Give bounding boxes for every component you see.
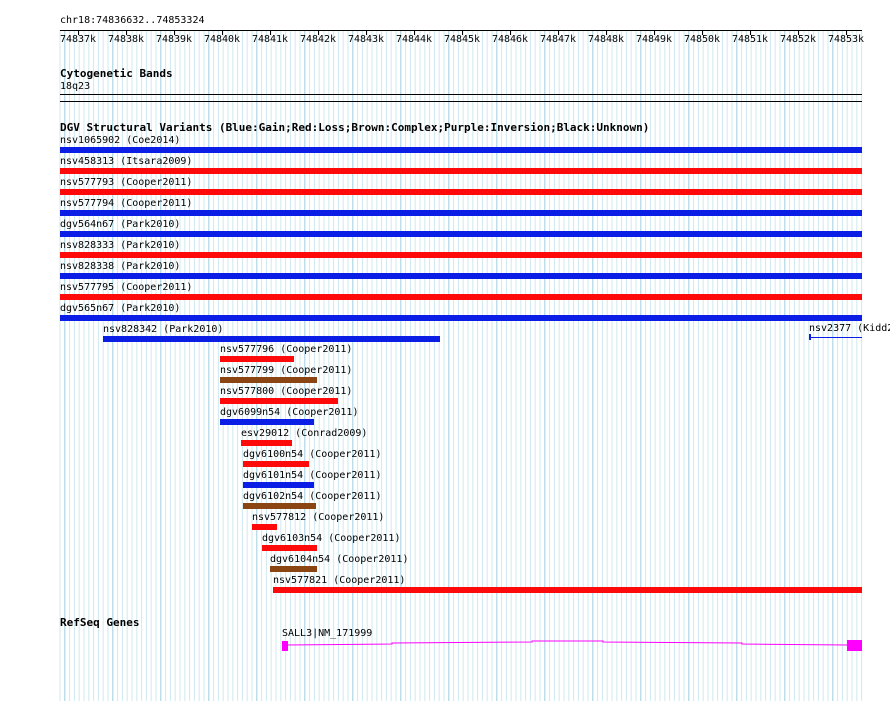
cytoband-line-top bbox=[60, 94, 862, 95]
ruler-tick bbox=[702, 30, 703, 35]
ruler-tick-label: 74843k bbox=[347, 34, 385, 45]
variant-label[interactable]: dgv565n67 (Park2010) bbox=[60, 303, 181, 314]
variant-label[interactable]: dgv564n67 (Park2010) bbox=[60, 219, 181, 230]
variant-label[interactable]: nsv577795 (Cooper2011) bbox=[60, 282, 193, 293]
variant-bar[interactable] bbox=[273, 587, 862, 593]
ruler-tick bbox=[414, 30, 415, 35]
variant-bar[interactable] bbox=[220, 398, 338, 404]
ruler-tick-label: 74851k bbox=[731, 34, 769, 45]
variant-label[interactable]: dgv6102n54 (Cooper2011) bbox=[243, 491, 382, 502]
ruler-tick bbox=[126, 30, 127, 35]
ruler-tick bbox=[366, 30, 367, 35]
variant-bar[interactable] bbox=[809, 337, 862, 338]
variant-bar[interactable] bbox=[60, 231, 862, 237]
dgv-track-title: DGV Structural Variants (Blue:Gain;Red:L… bbox=[60, 121, 650, 134]
variant-bar[interactable] bbox=[220, 377, 317, 383]
gene-model-sall3[interactable] bbox=[0, 636, 890, 656]
variant-label[interactable]: dgv6103n54 (Cooper2011) bbox=[262, 533, 401, 544]
variant-bar[interactable] bbox=[270, 566, 317, 572]
variant-bar[interactable] bbox=[60, 147, 862, 153]
ruler-tick bbox=[318, 30, 319, 35]
variant-bar[interactable] bbox=[220, 356, 294, 362]
cytoband-label: 18q23 bbox=[60, 81, 91, 92]
variant-bar[interactable] bbox=[60, 315, 862, 321]
variant-bar[interactable] bbox=[243, 461, 309, 467]
gene-exon bbox=[282, 641, 288, 651]
variant-label[interactable]: nsv828342 (Park2010) bbox=[103, 324, 224, 335]
ruler-tick bbox=[654, 30, 655, 35]
ruler-tick-label: 74845k bbox=[443, 34, 481, 45]
ruler-tick-label: 74839k bbox=[155, 34, 193, 45]
ruler-tick-label: 74838k bbox=[107, 34, 145, 45]
variant-label[interactable]: nsv2377 (Kidd2 bbox=[809, 323, 890, 334]
variant-label[interactable]: nsv577812 (Cooper2011) bbox=[252, 512, 385, 523]
ruler-tick bbox=[462, 30, 463, 35]
cytoband-track-title: Cytogenetic Bands bbox=[60, 67, 173, 80]
ruler-tick bbox=[558, 30, 559, 35]
ruler-tick-label: 74840k bbox=[203, 34, 241, 45]
ruler-tick-label: 74844k bbox=[395, 34, 433, 45]
variant-bar[interactable] bbox=[809, 334, 811, 340]
variant-label[interactable]: nsv577800 (Cooper2011) bbox=[220, 386, 353, 397]
variant-bar[interactable] bbox=[241, 440, 292, 446]
gene-exon bbox=[847, 640, 862, 651]
ruler-tick bbox=[750, 30, 751, 35]
ruler-tick-label: 74847k bbox=[539, 34, 577, 45]
variant-label[interactable]: nsv577793 (Cooper2011) bbox=[60, 177, 193, 188]
variant-label[interactable]: nsv577794 (Cooper2011) bbox=[60, 198, 193, 209]
variant-label[interactable]: dgv6104n54 (Cooper2011) bbox=[270, 554, 409, 565]
gene-intron-line bbox=[285, 640, 849, 646]
ruler-tick bbox=[222, 30, 223, 35]
ruler-tick bbox=[78, 30, 79, 35]
variant-bar[interactable] bbox=[252, 524, 277, 530]
ruler-tick-label: 74837k bbox=[59, 34, 97, 45]
variant-label[interactable]: nsv1065902 (Coe2014) bbox=[60, 135, 181, 146]
variant-bar[interactable] bbox=[60, 210, 862, 216]
variant-bar[interactable] bbox=[60, 273, 862, 279]
variant-bar[interactable] bbox=[262, 545, 317, 551]
cytoband-line-bottom bbox=[60, 101, 862, 102]
variant-label[interactable]: nsv828338 (Park2010) bbox=[60, 261, 181, 272]
ruler-tick-label: 74850k bbox=[683, 34, 721, 45]
ruler-tick bbox=[270, 30, 271, 35]
variant-label[interactable]: dgv6100n54 (Cooper2011) bbox=[243, 449, 382, 460]
ruler-tick bbox=[510, 30, 511, 35]
ruler-tick-label: 74846k bbox=[491, 34, 529, 45]
variant-bar[interactable] bbox=[60, 168, 862, 174]
variant-bar[interactable] bbox=[243, 503, 316, 509]
ruler-tick-label: 74842k bbox=[299, 34, 337, 45]
ruler-tick-label: 74848k bbox=[587, 34, 625, 45]
ruler-tick-label: 74841k bbox=[251, 34, 289, 45]
variant-label[interactable]: dgv6101n54 (Cooper2011) bbox=[243, 470, 382, 481]
ruler-location: chr18:74836632..74853324 bbox=[60, 15, 205, 26]
ruler-tick bbox=[174, 30, 175, 35]
variant-bar[interactable] bbox=[60, 294, 862, 300]
variant-label[interactable]: nsv577799 (Cooper2011) bbox=[220, 365, 353, 376]
variant-bar[interactable] bbox=[243, 482, 314, 488]
refseq-track-title: RefSeq Genes bbox=[60, 616, 140, 629]
ruler-tick-label: 74849k bbox=[635, 34, 673, 45]
variant-bar[interactable] bbox=[103, 336, 440, 342]
ruler-tick-label: 74852k bbox=[779, 34, 817, 45]
variant-label[interactable]: esv29012 (Conrad2009) bbox=[241, 428, 368, 439]
ruler-axis-line bbox=[60, 30, 862, 31]
ruler-tick bbox=[798, 30, 799, 35]
variant-bar[interactable] bbox=[220, 419, 314, 425]
variant-bar[interactable] bbox=[60, 189, 862, 195]
ruler-tick-label: 74853k bbox=[827, 34, 865, 45]
variant-label[interactable]: nsv577821 (Cooper2011) bbox=[273, 575, 406, 586]
variant-label[interactable]: nsv828333 (Park2010) bbox=[60, 240, 181, 251]
variant-label[interactable]: nsv458313 (Itsara2009) bbox=[60, 156, 193, 167]
variant-label[interactable]: dgv6099n54 (Cooper2011) bbox=[220, 407, 359, 418]
gene-label[interactable]: SALL3|NM_171999 bbox=[282, 628, 373, 639]
variant-bar[interactable] bbox=[60, 252, 862, 258]
variant-label[interactable]: nsv577796 (Cooper2011) bbox=[220, 344, 353, 355]
ruler-tick bbox=[846, 30, 847, 35]
ruler-tick bbox=[606, 30, 607, 35]
